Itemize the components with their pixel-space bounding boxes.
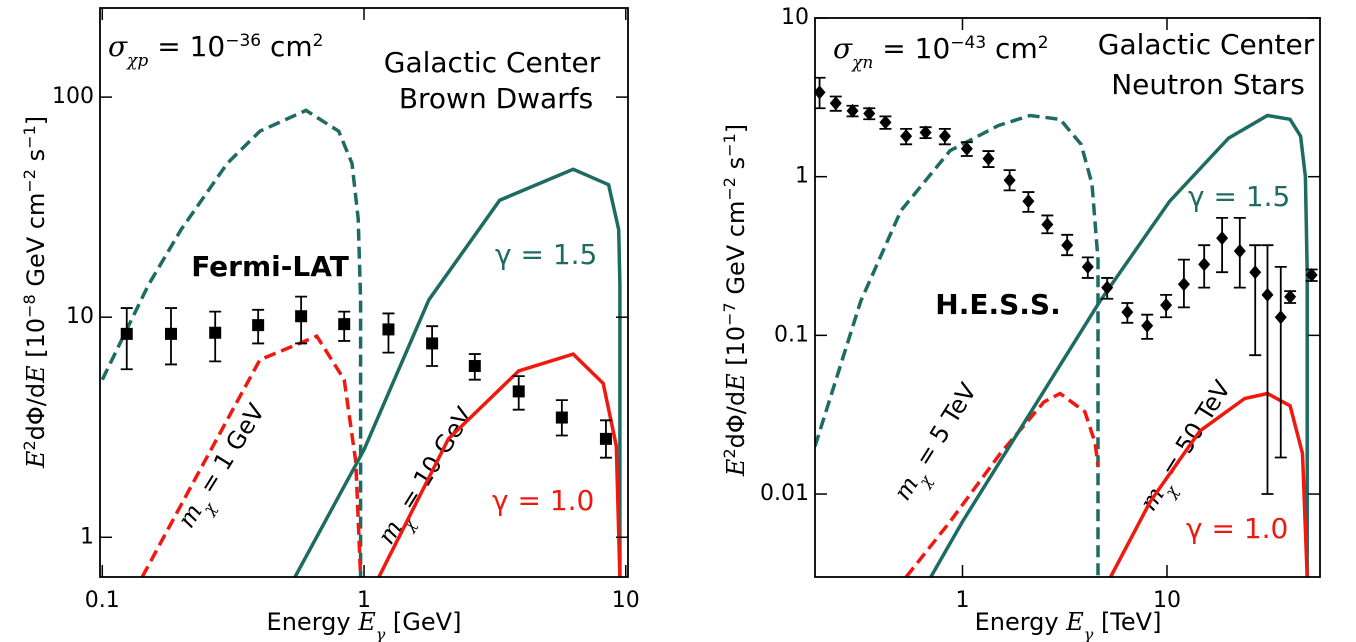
data-point xyxy=(1141,318,1154,333)
cross-section: σχn = 10−43 cm2 xyxy=(833,32,1049,73)
data-point xyxy=(1003,173,1016,188)
data-point xyxy=(555,411,568,424)
data-point xyxy=(1177,277,1190,292)
data-point xyxy=(938,129,951,144)
axes-frame xyxy=(99,7,629,578)
y-tick-label: 0.1 xyxy=(774,322,809,347)
gamma-label: γ = 1.0 xyxy=(492,484,594,517)
data-point xyxy=(1121,305,1134,320)
error-bar xyxy=(1274,266,1287,459)
data-point xyxy=(919,125,932,140)
plot-area xyxy=(815,76,1318,577)
curve xyxy=(904,391,1100,577)
data-point xyxy=(1160,298,1173,313)
curve xyxy=(1109,391,1309,577)
curve xyxy=(377,352,622,577)
source-label: Brown Dwarfs xyxy=(399,82,593,115)
data-point xyxy=(382,323,395,336)
x-tick-label: 1 xyxy=(357,588,371,613)
data-point xyxy=(426,337,439,350)
data-point xyxy=(512,385,525,398)
x-tick-label: 0.1 xyxy=(85,588,120,613)
y-tick-label: 0.01 xyxy=(760,481,809,506)
source-label: Galactic Center xyxy=(384,46,601,79)
data-point xyxy=(1284,289,1297,304)
x-axis-label: Energy Eγ [GeV] xyxy=(267,608,462,642)
data-point xyxy=(164,327,177,340)
y-tick-label: 1 xyxy=(795,164,809,189)
data-point xyxy=(1022,194,1035,209)
data-point xyxy=(1249,265,1262,280)
data-point xyxy=(846,103,859,118)
mass-label: mχ = 1 GeV xyxy=(172,398,277,536)
axes-frame xyxy=(814,17,1321,578)
x-tick-label: 10 xyxy=(612,588,640,613)
y-tick-label: 1 xyxy=(80,524,94,549)
dataset-label: Fermi-LAT xyxy=(191,250,349,283)
error-bar xyxy=(1261,244,1274,495)
data-point xyxy=(338,318,351,331)
x-axis-label: Energy Eγ [TeV] xyxy=(975,608,1162,642)
gamma-label: γ = 1.5 xyxy=(1188,180,1290,213)
error-bar xyxy=(1249,244,1262,357)
data-point xyxy=(982,151,995,166)
data-point xyxy=(1216,231,1229,246)
x-tick-label: 1 xyxy=(955,588,969,613)
gamma-label: γ = 1.5 xyxy=(495,238,597,271)
data-point xyxy=(960,141,973,156)
curve xyxy=(815,113,1100,577)
data-point xyxy=(1101,280,1114,295)
data-point xyxy=(1274,310,1287,325)
data-point xyxy=(815,85,826,100)
source-label: Galactic Center xyxy=(1098,28,1315,61)
data-point xyxy=(252,319,265,332)
data-point xyxy=(209,326,222,339)
data-point xyxy=(1061,238,1074,253)
data-point xyxy=(863,106,876,121)
data-point xyxy=(1198,257,1211,272)
cross-section: σχp = 10−36 cm2 xyxy=(108,30,324,71)
y-tick-label: 10 xyxy=(781,5,809,30)
data-point xyxy=(900,129,913,144)
y-axis-label: E2dΦ/dE [10−7 GeV cm−2 s−1] xyxy=(720,124,751,477)
data-point xyxy=(1233,244,1246,259)
x-tick-label: 10 xyxy=(1153,588,1181,613)
curve xyxy=(100,108,363,577)
curve xyxy=(140,334,363,577)
dataset-label: H.E.S.S. xyxy=(935,288,1060,321)
source-label: Neutron Stars xyxy=(1111,68,1305,101)
data-point xyxy=(295,310,308,323)
data-point xyxy=(1261,287,1274,302)
plot-area xyxy=(100,108,622,577)
data-point xyxy=(879,115,892,130)
curve xyxy=(293,167,622,577)
y-tick-label: 100 xyxy=(52,84,94,109)
data-point xyxy=(468,360,481,373)
data-point xyxy=(1081,259,1094,274)
y-axis-label: E2dΦ/dE [10−8 GeV cm−2 s−1] xyxy=(20,116,51,469)
data-point xyxy=(120,327,133,340)
data-point xyxy=(1041,217,1054,232)
data-point xyxy=(829,96,842,111)
data-point xyxy=(1305,268,1318,283)
data-point xyxy=(599,432,612,445)
y-tick-label: 10 xyxy=(66,304,94,329)
gamma-label: γ = 1.0 xyxy=(1186,512,1288,545)
curve xyxy=(929,113,1309,577)
